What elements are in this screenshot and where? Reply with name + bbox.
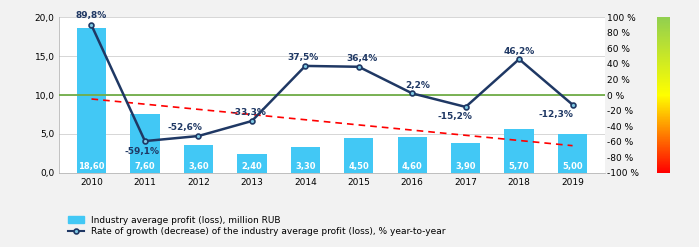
Text: 37,5%: 37,5%	[287, 53, 318, 62]
Text: 46,2%: 46,2%	[503, 47, 535, 56]
Text: -59,1%: -59,1%	[124, 146, 159, 156]
Text: 2,2%: 2,2%	[405, 81, 430, 90]
Text: 18,60: 18,60	[78, 162, 105, 171]
Text: 89,8%: 89,8%	[76, 11, 107, 20]
Text: -15,2%: -15,2%	[437, 112, 472, 122]
Text: 5,00: 5,00	[562, 162, 583, 171]
Bar	[291, 147, 320, 173]
Text: 5,70: 5,70	[509, 162, 529, 171]
Text: 4,50: 4,50	[348, 162, 369, 171]
Bar	[184, 145, 213, 173]
Bar	[77, 28, 106, 173]
Bar	[558, 134, 587, 173]
Text: 3,60: 3,60	[188, 162, 209, 171]
Text: 36,4%: 36,4%	[346, 54, 377, 63]
Bar	[398, 137, 427, 173]
Text: 2,40: 2,40	[241, 162, 262, 171]
Text: 3,30: 3,30	[295, 162, 315, 171]
Text: -52,6%: -52,6%	[167, 124, 202, 132]
Legend: Industry average profit (loss), million RUB, Rate of growth (decrease) of the in: Industry average profit (loss), million …	[64, 212, 449, 240]
Text: -12,3%: -12,3%	[538, 110, 573, 119]
Text: 4,60: 4,60	[402, 162, 423, 171]
Bar	[451, 143, 480, 173]
Text: 7,60: 7,60	[135, 162, 155, 171]
Text: 3,90: 3,90	[456, 162, 476, 171]
Bar	[237, 154, 266, 173]
Bar	[130, 114, 159, 173]
Text: -33,3%: -33,3%	[231, 108, 266, 118]
Bar	[505, 128, 534, 173]
Bar	[344, 138, 373, 173]
